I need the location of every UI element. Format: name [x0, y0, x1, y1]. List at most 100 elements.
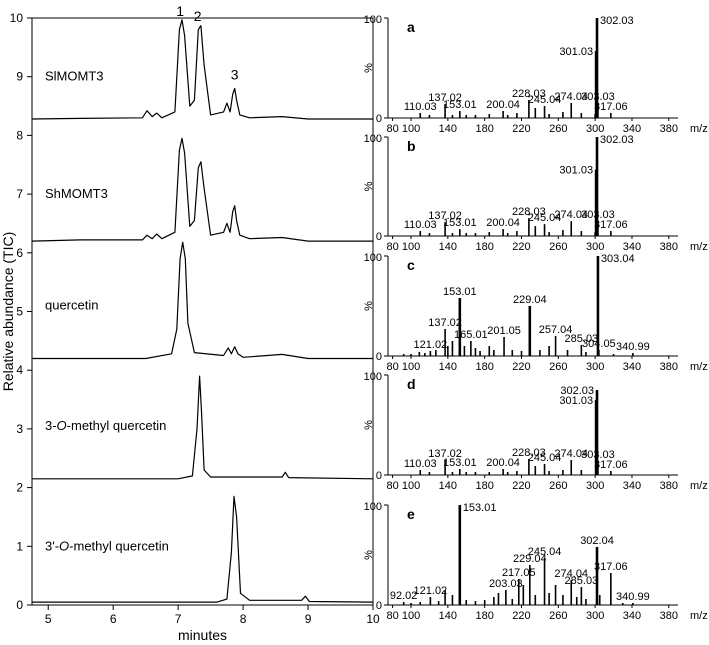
- x-tick-label: 100: [402, 241, 420, 253]
- peak-mz-label: 317.06: [594, 101, 628, 113]
- x-tick-label: 340: [623, 123, 641, 135]
- peak-mz-label: 203.03: [489, 578, 523, 590]
- peak-mz-label: 200.04: [486, 99, 520, 111]
- x-tick-label: 340: [623, 241, 641, 253]
- chromatogram-trace-5: [32, 495, 374, 603]
- x-tick-label: 7: [175, 612, 182, 626]
- y-tick-label: 3: [16, 422, 23, 436]
- x-tick-label: 80: [386, 123, 398, 135]
- peak-mz-label: 92.02: [390, 590, 418, 602]
- peak-mz-label: 110.03: [404, 458, 437, 470]
- y-tick-label: 7: [16, 187, 23, 201]
- spectrum-panel-c: 100% 0 80 100 140 180 220 260 300 340 380 m/z c 121.0…: [363, 252, 708, 373]
- trace-label-rest: -methyl quercetin: [67, 418, 167, 433]
- y-unit-percent: %: [363, 420, 375, 430]
- peak-mz-label: 303.03: [581, 449, 615, 461]
- x-tick-label: 380: [660, 123, 678, 135]
- y-tick-100: 100: [364, 252, 382, 264]
- x-tick-label: 340: [623, 480, 641, 492]
- peak-mz-label: 303.03: [581, 91, 615, 103]
- x-tick-label: 220: [512, 361, 530, 373]
- peak-mz-label: 303.03: [581, 209, 615, 221]
- trace-label-rest: -methyl quercetin: [69, 538, 169, 553]
- peak-mz-label: 110.03: [404, 101, 437, 113]
- peak-mz-label: 302.04: [580, 535, 614, 547]
- peak-mz-label: 228.03: [512, 88, 546, 100]
- peak-mz-label: 217.05: [502, 567, 536, 579]
- x-tick-label: 260: [549, 361, 567, 373]
- mz-unit: m/z: [690, 610, 708, 622]
- y-tick-100: 100: [364, 133, 382, 145]
- x-tick-label: 80: [386, 610, 398, 622]
- trace-label-italic: O: [59, 538, 69, 553]
- y-unit-percent: %: [363, 181, 375, 191]
- trace-label-5: 3'-O-methyl quercetin: [45, 538, 169, 553]
- chromatogram-trace-3: [32, 241, 373, 360]
- peak-label-1: 1: [176, 3, 184, 19]
- spectrum-panel-d: 100% 0 80 100 140 180 220 260 300 340 380 m/z d 110.0…: [363, 371, 708, 492]
- x-tick-label: 180: [475, 241, 493, 253]
- peak-mz-label: 137.02: [428, 317, 462, 329]
- peak-mz-label: 200.04: [486, 217, 520, 229]
- x-tick-label: 140: [439, 480, 457, 492]
- mz-unit: m/z: [690, 480, 708, 492]
- trace-label-text: 3-: [45, 418, 57, 433]
- peak-mz-label: 153.01: [443, 286, 477, 298]
- mz-unit: m/z: [690, 361, 708, 373]
- peak-mz-label: 274.04: [554, 448, 588, 460]
- y-axis-label: Relative abundance (TIC): [0, 232, 16, 392]
- x-tick-label: 80: [386, 361, 398, 373]
- trace-label-italic: O: [57, 418, 67, 433]
- x-tick-label: 180: [475, 610, 493, 622]
- mz-unit: m/z: [690, 241, 708, 253]
- peak-mz-label: 153.01: [463, 502, 497, 514]
- peak-mz-label: 245.04: [528, 546, 562, 558]
- trace-label-3: quercetin: [45, 298, 98, 313]
- x-tick-label: 260: [549, 241, 567, 253]
- y-tick-label: 1: [16, 539, 23, 553]
- peak-mz-label: 257.04: [539, 324, 573, 336]
- trace-label-2: ShMOMT3: [45, 186, 108, 201]
- peak-mz-label: 153.01: [443, 217, 477, 229]
- x-axis-label: minutes: [178, 627, 227, 643]
- peak-mz-label: 137.02: [428, 92, 462, 104]
- mass-spectra-panel: 100% 0 80 100 140 180 220 260 300 340 380 m/z a 110.0…: [363, 14, 708, 622]
- x-tick-label: 220: [512, 123, 530, 135]
- peak-mz-label: 340.99: [616, 341, 650, 353]
- peak-mz-label: 137.02: [428, 448, 462, 460]
- peak-mz-label: 153.01: [443, 457, 477, 469]
- peak-mz-label: 201.05: [487, 325, 521, 337]
- x-tick-label: 140: [439, 123, 457, 135]
- trace-label-4: 3-O-methyl quercetin: [45, 418, 166, 433]
- peak-mz-label: 274.04: [554, 91, 588, 103]
- x-tick-label: 300: [586, 123, 604, 135]
- x-tick-label: 340: [623, 361, 641, 373]
- peak-mz-label: 302.03: [560, 385, 594, 397]
- y-unit-percent: %: [363, 550, 375, 560]
- panel-letter-d: d: [407, 376, 416, 392]
- y-tick-label: 8: [16, 128, 23, 142]
- y-tick-0: 0: [376, 231, 382, 243]
- mz-unit: m/z: [690, 123, 708, 135]
- x-tick-label: 380: [660, 361, 678, 373]
- x-tick-label: 100: [402, 610, 420, 622]
- peak-mz-label: 285.03: [565, 575, 599, 587]
- peak-mz-label: 228.03: [512, 206, 546, 218]
- x-tick-label: 300: [586, 480, 604, 492]
- y-unit-percent: %: [363, 63, 375, 73]
- x-tick-label: 9: [305, 612, 312, 626]
- peak-label-2: 2: [194, 8, 202, 24]
- x-tick-label: 180: [475, 361, 493, 373]
- y-tick-label: 10: [10, 11, 24, 25]
- x-tick-label: 100: [402, 361, 420, 373]
- trace-label-text: 3'-: [45, 538, 59, 553]
- trace-label-text: SlMOMT3: [45, 69, 104, 84]
- y-tick-label: 6: [16, 246, 23, 260]
- y-unit-percent: %: [363, 301, 375, 311]
- peak-mz-label: 165.01: [454, 329, 488, 341]
- peak-mz-label: 274.04: [554, 209, 588, 221]
- y-tick-label: 2: [16, 481, 23, 495]
- x-tick-label: 300: [586, 610, 604, 622]
